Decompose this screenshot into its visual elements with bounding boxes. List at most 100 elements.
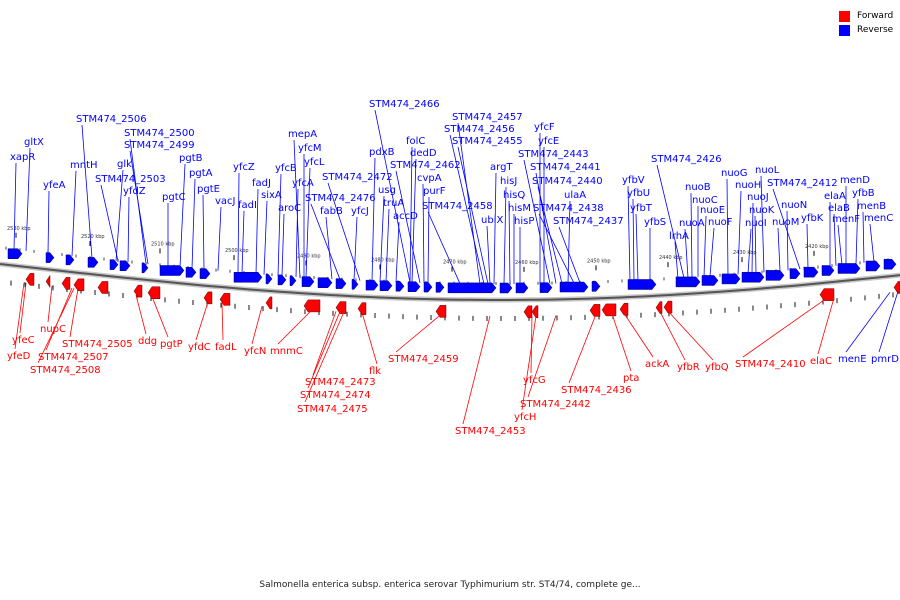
reverse-gene-label: yfbU: [627, 188, 650, 199]
backbone-shadow: [0, 261, 900, 303]
forward-swatch: [839, 10, 850, 22]
reverse-gene-arrow: [277, 274, 287, 286]
reverse-swatch: [839, 24, 850, 36]
forward-gene-arrow: [265, 296, 273, 310]
reverse-gene-label: yfcE: [538, 136, 559, 147]
forward-gene-leader: [19, 282, 27, 334]
reverse-gene-label: yfbB: [852, 188, 875, 199]
reverse-gene-label: yfdZ: [123, 186, 146, 197]
reverse-gene-arrow: [559, 281, 589, 293]
forward-gene-leader: [151, 296, 169, 338]
forward-gene-label: pta: [623, 373, 639, 384]
reverse-gene-label: pgtE: [197, 184, 220, 195]
reverse-gene-label: sixA: [261, 190, 282, 201]
forward-gene-arrow: [219, 293, 231, 306]
backbone: [0, 263, 900, 301]
forward-gene-label: yfcH: [514, 412, 536, 423]
scale-tick-label: 2420 kbp: [805, 244, 829, 250]
forward-gene-label: mnmC: [270, 346, 303, 357]
reverse-gene-label: yfcA: [292, 178, 314, 189]
scale-tick-label: 2450 kbp: [587, 258, 611, 264]
reverse-gene-label: STM474_2440: [532, 176, 603, 187]
reverse-gene-arrow: [883, 258, 897, 270]
reverse-gene-label: STM474_2437: [553, 216, 624, 227]
reverse-gene-label: nuoE: [700, 205, 725, 216]
reverse-gene-leader: [457, 122, 481, 284]
forward-gene-label: yfbR: [677, 362, 700, 373]
forward-gene-leader: [659, 311, 686, 361]
reverse-gene-label: fadI: [238, 200, 257, 211]
scale-tick-label: 2430 kbp: [733, 250, 757, 256]
reverse-gene-leader: [241, 210, 245, 273]
forward-gene-arrow: [893, 281, 900, 294]
forward-gene-arrow: [97, 281, 109, 294]
forward-gene-leader: [47, 285, 53, 323]
reverse-gene-arrow: [45, 252, 55, 263]
reverse-gene-leader: [374, 109, 411, 283]
reverse-gene-label: pgtA: [189, 168, 213, 179]
reverse-gene-leader: [277, 173, 282, 276]
reverse-gene-label: menB: [857, 201, 886, 212]
forward-gene-label: STM474_2505: [62, 339, 133, 350]
legend-reverse: Reverse: [839, 23, 893, 37]
reverse-gene-leader: [217, 206, 222, 271]
legend-reverse-label: Reverse: [857, 25, 894, 35]
reverse-gene-leader: [25, 147, 31, 251]
forward-gene-arrow: [523, 305, 533, 319]
reverse-gene-arrow: [109, 259, 119, 270]
reverse-gene-leader: [47, 190, 50, 254]
reverse-gene-label: STM474_2412: [767, 178, 838, 189]
reverse-gene-arrow: [423, 281, 433, 293]
reverse-gene-leader: [395, 221, 400, 283]
forward-gene-label: STM474_2473: [305, 377, 376, 388]
reverse-gene-leader: [726, 178, 729, 276]
forward-gene-arrow: [655, 301, 663, 314]
reverse-gene-label: hisQ: [503, 190, 525, 201]
scale-tick-label: 2480 kbp: [371, 257, 395, 263]
reverse-gene-label: nuoA: [679, 218, 705, 229]
reverse-gene-leader: [191, 178, 196, 269]
forward-gene-arrow: [435, 305, 447, 318]
reverse-gene-leader: [503, 186, 507, 285]
forward-gene-arrow: [601, 303, 617, 317]
reverse-gene-arrow: [741, 271, 765, 283]
reverse-gene-label: STM474_2456: [444, 124, 515, 135]
reverse-gene-arrow: [499, 282, 513, 294]
reverse-gene-label: STM474_2500: [124, 128, 195, 139]
reverse-gene-leader: [523, 159, 551, 284]
reverse-gene-leader: [379, 195, 385, 282]
forward-gene-arrow: [335, 301, 347, 314]
forward-gene-arrow: [61, 277, 71, 290]
reverse-gene-label: yfcZ: [233, 162, 255, 173]
forward-gene-arrow: [73, 278, 85, 292]
reverse-gene-leader: [632, 198, 635, 281]
reverse-gene-label: nuoL: [755, 165, 780, 176]
reverse-gene-label: yfcJ: [351, 206, 369, 217]
reverse-gene-label: STM474_2503: [95, 174, 166, 185]
reverse-gene-leader: [457, 146, 489, 285]
reverse-gene-leader: [508, 200, 511, 284]
reverse-gene-leader: [538, 213, 575, 284]
reverse-gene-leader: [71, 170, 77, 257]
reverse-gene-arrow: [435, 282, 445, 293]
reverse-gene-label: STM474_2455: [452, 136, 523, 147]
reverse-gene-label: hisJ: [500, 176, 517, 187]
forward-gene-leader: [878, 291, 899, 353]
reverse-gene-label: argT: [490, 162, 513, 173]
reverse-gene-arrow: [289, 275, 297, 286]
forward-gene-leader: [611, 313, 632, 372]
reverse-gene-leader: [293, 139, 301, 278]
reverse-gene-leader: [411, 158, 417, 283]
reverse-gene-leader: [772, 188, 801, 270]
forward-gene-label: STM474_2453: [455, 426, 526, 437]
forward-gene-label: ackA: [645, 359, 669, 370]
forward-gene-label: pmrD: [871, 354, 899, 365]
reverse-gene-leader: [747, 228, 752, 274]
reverse-gene-arrow: [721, 273, 741, 285]
reverse-gene-label: purF: [423, 186, 446, 197]
reverse-gene-leader: [255, 188, 259, 274]
reverse-gene-label: STM474_2441: [530, 162, 601, 173]
forward-gene-label: yfeD: [7, 351, 31, 362]
reverse-gene-label: fadJ: [252, 178, 271, 189]
forward-gene-label: STM474_2508: [30, 365, 101, 376]
